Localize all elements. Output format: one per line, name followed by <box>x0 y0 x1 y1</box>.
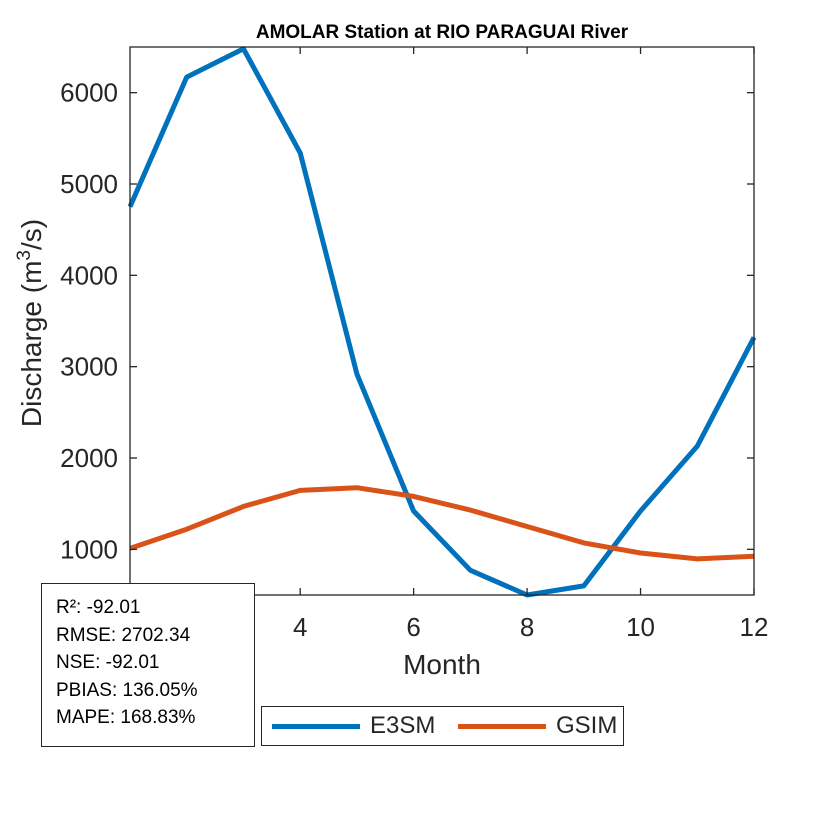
stats-mape: MAPE: 168.83% <box>56 707 196 728</box>
y-tick-label: 6000 <box>60 78 118 108</box>
plot-frame <box>129 46 755 596</box>
plot-lines <box>127 46 757 598</box>
y-tick-label: 5000 <box>60 169 118 199</box>
x-tick-label: 4 <box>293 612 307 642</box>
y-tick-label: 4000 <box>60 260 118 290</box>
x-tick-label: 10 <box>626 612 655 642</box>
x-tick-label: 12 <box>740 612 769 642</box>
x-tick-label: 6 <box>406 612 420 642</box>
y-tick-label: 1000 <box>60 534 118 564</box>
chart-title: AMOLAR Station at RIO PARAGUAI River <box>256 22 629 43</box>
stats-rmse: RMSE: 2702.34 <box>56 624 191 646</box>
y-tick-label: 3000 <box>60 352 118 382</box>
y-axis-label-tail: /s) <box>16 219 47 250</box>
legend: E3SM GSIM <box>261 706 624 746</box>
x-axis: 4 6 8 10 12 <box>293 47 769 642</box>
x-axis-label: Month <box>403 649 481 680</box>
y-axis-label-superscript: 3 <box>14 250 35 261</box>
stats-box: R²: -92.01 RMSE: 2702.34 NSE: -92.01 PBI… <box>41 583 255 747</box>
x-tick-label: 8 <box>520 612 534 642</box>
series-line-gsim <box>129 485 755 562</box>
legend-label-gsim: GSIM <box>556 712 618 739</box>
y-tick-label: 2000 <box>60 443 118 473</box>
y-axis-label: Discharge (m3/s) <box>14 219 47 427</box>
stats-pbias: PBIAS: 136.05% <box>56 679 198 701</box>
legend-item-e3sm: E3SM <box>272 707 435 745</box>
legend-swatch-gsim <box>458 723 546 729</box>
series-line-e3sm <box>127 46 757 598</box>
stats-nse: NSE: -92.01 <box>56 652 160 673</box>
stats-r2: R²: -92.01 <box>56 597 141 618</box>
legend-label-e3sm: E3SM <box>370 712 436 739</box>
legend-item-gsim: GSIM <box>458 707 617 745</box>
y-axis-label-base: Discharge (m <box>16 261 47 427</box>
legend-swatch-e3sm <box>272 723 360 729</box>
y-axis: 1000 2000 3000 4000 5000 6000 <box>60 78 754 564</box>
